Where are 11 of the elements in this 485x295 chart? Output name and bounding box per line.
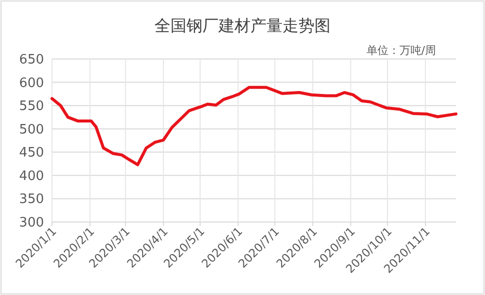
line-series (50, 86, 458, 166)
y-tick-label: 500 (19, 122, 44, 138)
y-tick-label: 600 (19, 76, 44, 91)
y-tick-label: 450 (19, 146, 44, 161)
y-tick-label: 350 (19, 192, 44, 208)
y-tick-label: 300 (19, 216, 44, 230)
y-tick-label: 400 (19, 168, 44, 184)
text: 单位：万吨/周 (366, 44, 436, 57)
y-tick-label: 550 (19, 99, 44, 114)
y-tick-label: 650 (19, 52, 44, 68)
chart-title: 全国钢厂建材产量走势图 (154, 16, 330, 35)
